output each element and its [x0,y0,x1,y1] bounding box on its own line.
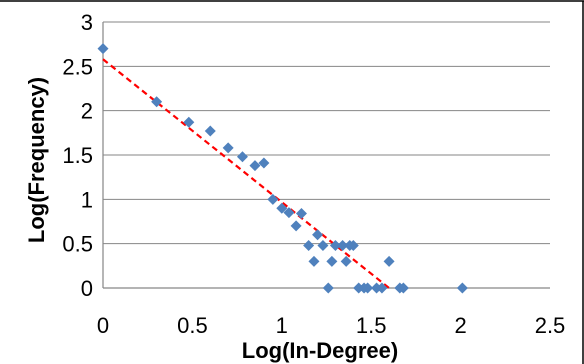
y-tick-label: 2.5 [62,54,93,79]
y-tick-label: 1.5 [62,143,93,168]
data-point [204,125,216,137]
data-point [397,282,409,294]
x-tick-label: 0.5 [177,313,208,338]
data-point [249,160,261,172]
data-point [283,207,295,219]
x-tick-labels: 0 0.5 1 1.5 2 2.5 [97,313,565,338]
trendline-layer [102,58,390,289]
data-point [97,43,109,55]
data-points [97,43,468,294]
x-axis-title: Log(In-Degree) [242,338,398,363]
y-axis-title: Log(Frequency) [24,77,49,243]
data-point [258,157,270,169]
data-point [317,239,329,251]
y-tick-labels: 0 0.5 1 1.5 2 2.5 3 [62,10,93,301]
data-point [340,255,352,267]
x-tick-label: 0 [97,313,109,338]
data-point [337,239,349,251]
data-point [362,282,374,294]
data-point [456,282,468,294]
y-tick-label: 3 [81,10,93,35]
data-point [295,208,307,220]
y-tick-label: 0.5 [62,232,93,257]
x-tick-label: 2.5 [535,313,566,338]
data-point [236,151,248,163]
data-point [376,282,388,294]
data-point [312,229,324,241]
gridlines [103,21,550,245]
data-point [222,142,234,154]
y-tick-label: 2 [81,99,93,124]
y-tick-label: 1 [81,187,93,212]
data-point [290,220,302,232]
data-point [183,116,195,128]
data-point [308,255,320,267]
data-point [322,282,334,294]
data-point [383,255,395,267]
trendline [102,58,390,289]
data-point [151,96,163,108]
x-tick-label: 2 [454,313,466,338]
x-tick-label: 1.5 [356,313,387,338]
y-tick-label: 0 [81,276,93,301]
data-point [303,239,315,251]
x-tick-label: 1 [276,313,288,338]
data-point [267,193,279,205]
data-point [347,239,359,251]
data-point [276,202,288,214]
data-point [329,239,341,251]
data-point [326,255,338,267]
